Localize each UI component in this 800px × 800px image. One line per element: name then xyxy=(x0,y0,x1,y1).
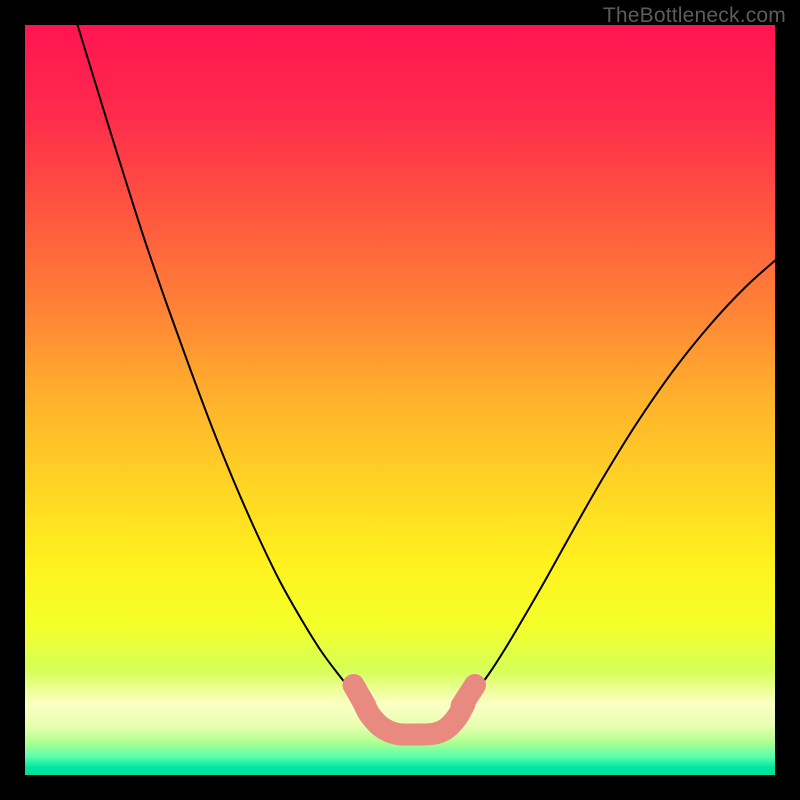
bottleneck-cap-2 xyxy=(462,685,476,706)
chart-background xyxy=(25,25,775,775)
watermark-text: TheBottleneck.com xyxy=(603,4,786,28)
stage: TheBottleneck.com xyxy=(0,0,800,800)
bottleneck-curve-chart xyxy=(25,25,775,775)
chart-area xyxy=(25,25,775,775)
bottleneck-cap-1 xyxy=(354,685,366,706)
